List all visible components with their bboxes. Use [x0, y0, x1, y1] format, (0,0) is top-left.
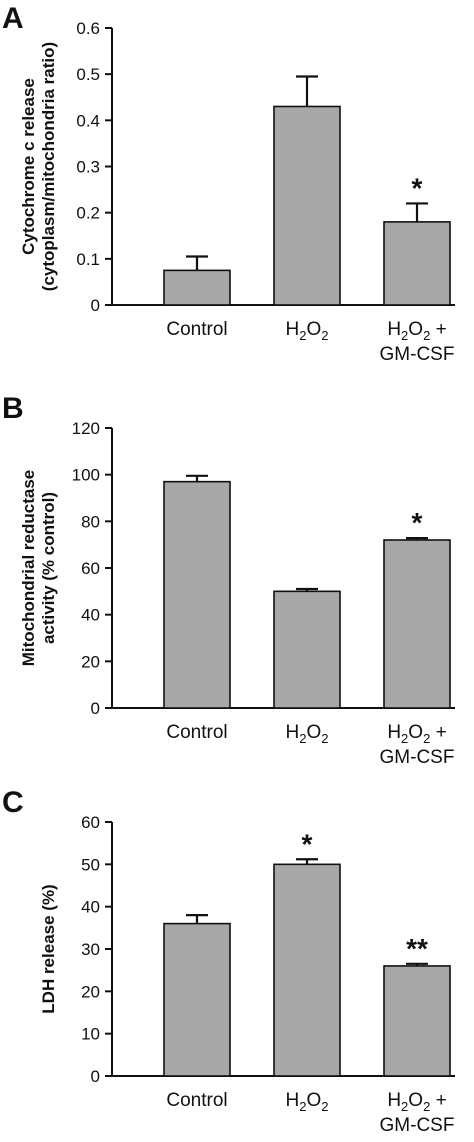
y-tick-label: 0.3: [76, 158, 100, 177]
y-axis-label-line: LDH release (%): [39, 884, 58, 1013]
y-axis-label: Mitochondrial reductaseactivity (% contr…: [19, 470, 58, 666]
panel-letter: B: [2, 392, 24, 425]
chart-panel-a: A Cytochrome c release(cytoplasm/mitochon…: [2, 2, 455, 365]
y-axis-label-line: activity (% control): [39, 492, 58, 644]
panel-letter: A: [2, 2, 24, 35]
x-tick-label: H2O2 +: [387, 319, 446, 343]
y-tick-label: 100: [72, 466, 100, 485]
y-tick-label: 0.1: [76, 250, 100, 269]
bar: [383, 221, 451, 306]
x-tick-label: H2O2: [286, 319, 329, 343]
y-tick-label: 60: [81, 559, 100, 578]
bar: [273, 590, 341, 709]
significance-marker: *: [412, 172, 423, 203]
significance-marker: *: [302, 828, 313, 859]
x-tick-label: Control: [166, 722, 227, 743]
y-tick-label: 0.4: [76, 111, 100, 130]
x-tick-label: H2O2: [286, 1090, 329, 1114]
error-bar: [406, 962, 428, 966]
bar: [383, 965, 451, 1077]
error-bar: [406, 202, 428, 222]
y-tick-label: 30: [81, 940, 100, 959]
y-tick-label: 10: [81, 1025, 100, 1044]
bar: [163, 269, 231, 306]
bar: [163, 922, 231, 1077]
x-tick-label-line2: GM-CSF: [380, 1115, 455, 1136]
error-bar: [296, 587, 318, 592]
bar: [273, 105, 341, 306]
x-tick-label-line2: GM-CSF: [380, 344, 455, 365]
y-axis-label-line: Cytochrome c release: [19, 78, 38, 255]
error-bar: [406, 537, 428, 540]
x-tick-label: Control: [166, 1090, 227, 1111]
error-bar: [296, 858, 318, 865]
chart-panel-b: B Mitochondrial reductaseactivity (% cont…: [2, 392, 455, 768]
bar: [383, 539, 451, 709]
bar: [273, 863, 341, 1077]
error-bar: [186, 474, 208, 482]
bar: [163, 480, 231, 709]
x-tick-label: H2O2: [286, 722, 329, 746]
x-tick-label: H2O2 +: [387, 1090, 446, 1114]
y-tick-label: 20: [81, 652, 100, 671]
x-tick-label: H2O2 +: [387, 722, 446, 746]
y-tick-label: 60: [81, 813, 100, 832]
error-bar: [186, 914, 208, 924]
y-tick-label: 120: [72, 419, 100, 438]
significance-marker: **: [406, 933, 428, 964]
chart-panel-c: C LDH release (%) 0 10 20 30 40 50 60 Control * H2O…: [2, 786, 455, 1136]
y-axis-label-line: Mitochondrial reductase: [19, 470, 38, 666]
x-tick-label: Control: [166, 319, 227, 340]
error-bar: [186, 255, 208, 271]
y-axis-label: LDH release (%): [39, 884, 58, 1013]
y-tick-label: 20: [81, 982, 100, 1001]
y-axis-label: Cytochrome c release(cytoplasm/mitochond…: [19, 42, 58, 291]
panel-letter: C: [2, 786, 24, 819]
y-tick-label: 0.5: [76, 65, 100, 84]
y-tick-label: 40: [81, 606, 100, 625]
y-tick-label: 0: [91, 699, 100, 718]
y-tick-label: 0: [91, 296, 100, 315]
y-tick-label: 0.6: [76, 19, 100, 38]
y-tick-label: 0.2: [76, 204, 100, 223]
error-bar: [296, 75, 318, 107]
y-tick-label: 0: [91, 1067, 100, 1086]
x-tick-label-line2: GM-CSF: [380, 747, 455, 768]
y-tick-label: 50: [81, 855, 100, 874]
significance-marker: *: [412, 507, 423, 538]
y-tick-label: 80: [81, 512, 100, 531]
y-tick-label: 40: [81, 898, 100, 917]
y-axis-label-line: (cytoplasm/mitochondria ratio): [39, 42, 58, 291]
